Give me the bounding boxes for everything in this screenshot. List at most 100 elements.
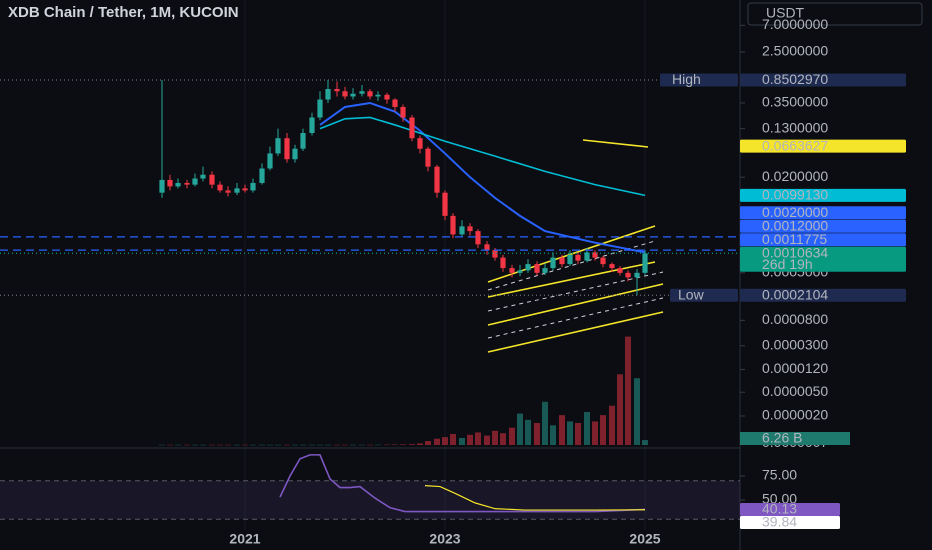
volume-bar: [300, 444, 306, 446]
candle-body: [317, 99, 323, 118]
volume-bar: [284, 444, 290, 446]
candle-body: [459, 226, 465, 235]
volume-bar: [517, 413, 523, 445]
volume-bar: [600, 415, 606, 445]
candle-body: [350, 93, 356, 97]
price-tag-label: 0.0002104: [762, 286, 828, 302]
candle-body: [284, 138, 290, 160]
volume-tag-label: 6.26 B: [762, 430, 802, 446]
volume-bar: [417, 443, 423, 445]
candle-body: [267, 153, 273, 169]
volume-bar: [642, 440, 648, 445]
candle-body: [500, 257, 506, 269]
price-tag-label: 0.0663627: [762, 137, 828, 153]
candle-body: [225, 190, 231, 193]
trend-channel: [487, 139, 664, 353]
candle-body: [217, 184, 223, 191]
tag-name: High: [672, 71, 701, 87]
channel-line: [487, 261, 656, 298]
candle-body: [334, 89, 340, 92]
volume-bar: [609, 405, 615, 445]
currency-select[interactable]: [747, 2, 923, 26]
candle-body: [417, 138, 423, 149]
volume-bar: [575, 423, 581, 445]
candle-body: [609, 264, 615, 269]
candle-body: [492, 250, 498, 258]
candle-body: [617, 268, 623, 273]
rsi-tick-label: 50.00: [762, 491, 797, 507]
volume-bar: [634, 378, 640, 445]
tag-name: Low: [678, 286, 705, 302]
tag-name-box: [670, 288, 738, 302]
volume-bar: [475, 432, 481, 445]
volume-bar: [334, 444, 340, 446]
y-tick-label: 7.0000000: [762, 16, 828, 32]
candle-body: [192, 178, 198, 185]
volume-bar: [442, 437, 448, 445]
candle-body: [359, 91, 365, 94]
candle-body: [534, 264, 540, 273]
candle-body: [400, 106, 406, 118]
channel-line: [487, 283, 664, 326]
rsi-tag: [740, 502, 840, 516]
countdown: 26d 19h: [762, 256, 813, 272]
volume-bar: [525, 419, 531, 445]
volume-bar: [325, 444, 331, 446]
candle-body: [550, 257, 556, 269]
volume-bar: [292, 444, 298, 446]
y-tick-label: 0.3500000: [762, 94, 828, 110]
price-tag: [740, 219, 906, 233]
volume-bar: [584, 412, 590, 445]
volume-bar: [392, 444, 398, 446]
volume-bar: [359, 444, 365, 446]
price-tag: [740, 288, 906, 302]
currency-label[interactable]: USDT: [766, 5, 805, 21]
rsi-tag-label: 39.84: [762, 514, 797, 530]
x-tick-label: 2025: [629, 531, 660, 547]
moving-average: [319, 116, 646, 197]
volume-bar: [350, 444, 356, 446]
volume-bar: [542, 401, 548, 445]
volume-bar: [459, 437, 465, 445]
candle-body: [275, 138, 281, 154]
volume-bar: [259, 444, 265, 446]
candle-body: [517, 270, 523, 273]
candle-body: [625, 272, 631, 278]
candle-body: [200, 174, 206, 179]
candle-body: [292, 148, 298, 160]
volume-bar: [550, 425, 556, 445]
price-tag-label: 0.0020000: [762, 204, 828, 220]
chart-title: XDB Chain / Tether, 1M, KUCOIN: [8, 4, 239, 21]
candle-body: [159, 179, 165, 193]
candle-body: [375, 94, 381, 97]
volume-bar: [567, 421, 573, 445]
price-tag-label: 0.0012000: [762, 217, 828, 233]
price-tag-label: 0.0011775: [762, 231, 827, 247]
candle-body: [259, 168, 265, 183]
volume-bar: [159, 444, 165, 446]
candle-body: [234, 188, 240, 193]
rsi-band: [0, 480, 740, 520]
price-tag-label: 0.0099130: [762, 187, 828, 203]
volume-bar: [200, 444, 206, 446]
volume-bar: [375, 444, 381, 446]
candle-body: [509, 268, 515, 273]
x-tick-label: 2021: [229, 531, 260, 547]
volume-bar: [484, 435, 490, 445]
channel-line: [487, 225, 656, 283]
candle-body: [309, 117, 315, 133]
y-tick-label: 0.1300000: [762, 119, 828, 135]
y-tick-label: 0.0000800: [762, 311, 828, 327]
price-tag: [740, 233, 906, 247]
candle-body: [175, 182, 181, 187]
channel-mid: [487, 271, 664, 312]
volume-bar: [592, 421, 598, 445]
volume-bar: [342, 444, 348, 446]
volume-bar: [192, 444, 198, 446]
volume-bar: [434, 438, 440, 445]
moving-average: [319, 101, 646, 254]
channel-mid: [487, 297, 664, 339]
volume-bar: [275, 444, 281, 446]
